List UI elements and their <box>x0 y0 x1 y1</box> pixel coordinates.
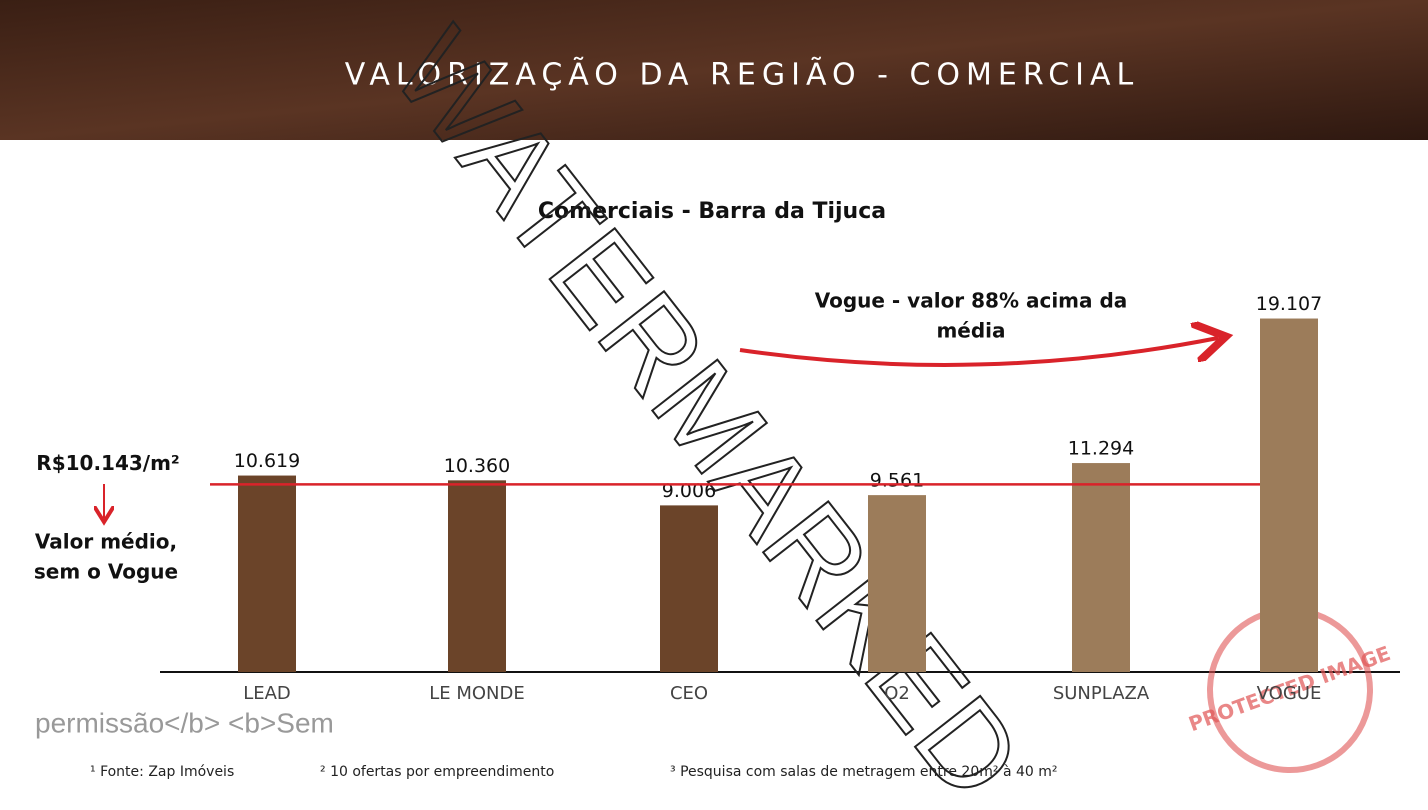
bar <box>448 480 506 672</box>
watermark-text: permissão</b> <b>Sem <box>35 707 334 738</box>
bar <box>1260 318 1318 672</box>
header-title: VALORIZAÇÃO DA REGIÃO - COMERCIAL <box>345 57 1140 93</box>
annotation: Vogue - valor 88% acima da <box>815 289 1128 313</box>
annotation: média <box>936 319 1005 343</box>
reference-label: R$10.143/m² <box>36 451 179 475</box>
value-label: 11.294 <box>1068 438 1134 460</box>
x-tick-label: CEO <box>670 683 708 704</box>
x-tick-label: LE MONDE <box>429 683 525 704</box>
x-tick-label: O2 <box>884 683 910 704</box>
bar <box>660 505 718 672</box>
bar <box>238 475 296 672</box>
annotation: sem o Vogue <box>34 560 178 584</box>
value-label: 19.107 <box>1256 293 1322 315</box>
value-label: 10.619 <box>234 450 300 472</box>
x-tick-label: SUNPLAZA <box>1053 683 1150 704</box>
value-label: 9.561 <box>870 470 924 492</box>
annotation-arrow <box>739 338 1218 367</box>
footnote: ² 10 ofertas por empreendimento <box>320 764 554 780</box>
value-label: 10.360 <box>444 455 510 477</box>
x-tick-label: VOGUE <box>1257 683 1322 704</box>
bar <box>1072 463 1130 672</box>
bar <box>868 495 926 672</box>
footnote: ³ Pesquisa com salas de metragem entre 2… <box>670 764 1057 780</box>
x-tick-label: LEAD <box>243 683 291 704</box>
annotation: Valor médio, <box>35 530 177 554</box>
chart-title: Comerciais - Barra da Tijuca <box>538 199 886 224</box>
footnote: ¹ Fonte: Zap Imóveis <box>90 764 234 780</box>
header-band <box>0 0 1428 140</box>
